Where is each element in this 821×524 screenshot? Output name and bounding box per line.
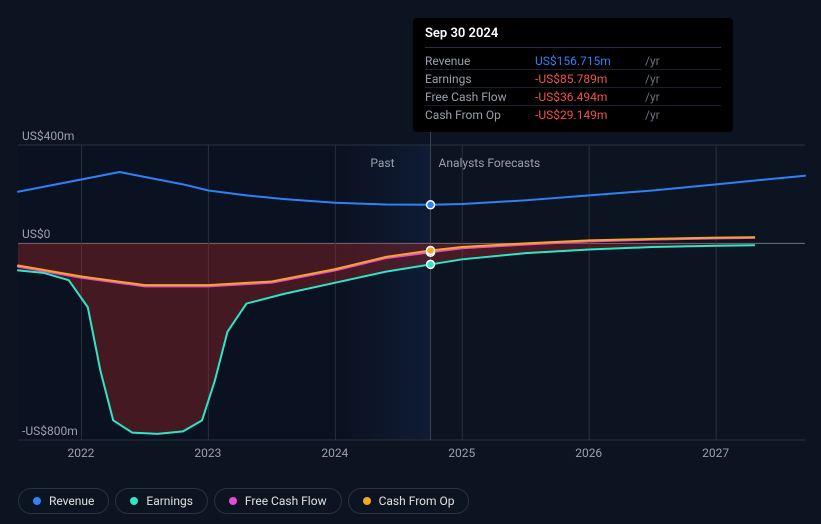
section-label-past: Past — [370, 156, 394, 170]
chart-legend: Revenue Earnings Free Cash Flow Cash Fro… — [18, 488, 469, 514]
legend-dot-icon — [229, 497, 237, 505]
tooltip-row-unit: /yr — [645, 72, 660, 86]
x-axis-label: 2023 — [194, 446, 221, 460]
tooltip-row: Cash From Op -US$29.149m /yr — [425, 106, 721, 124]
tooltip-row-value: US$156.715m — [535, 54, 645, 68]
legend-item-cfo[interactable]: Cash From Op — [348, 488, 470, 514]
tooltip-row-unit: /yr — [645, 54, 660, 68]
tooltip-row-unit: /yr — [645, 108, 660, 122]
tooltip-row: Free Cash Flow -US$36.494m /yr — [425, 88, 721, 106]
tooltip-row-label: Free Cash Flow — [425, 90, 535, 104]
y-axis-label: US$400m — [22, 129, 74, 143]
section-label-forecast: Analysts Forecasts — [439, 156, 541, 170]
legend-label: Free Cash Flow — [245, 494, 327, 508]
tooltip-row-value: -US$29.149m — [535, 108, 645, 122]
tooltip-row-value: -US$36.494m — [535, 90, 645, 104]
y-axis-label: -US$800m — [22, 424, 78, 438]
legend-item-revenue[interactable]: Revenue — [18, 488, 109, 514]
tooltip-row-label: Revenue — [425, 54, 535, 68]
y-axis-label: US$0 — [22, 227, 50, 241]
legend-item-earnings[interactable]: Earnings — [115, 488, 208, 514]
tooltip-row: Earnings -US$85.789m /yr — [425, 70, 721, 88]
tooltip-row-label: Cash From Op — [425, 108, 535, 122]
legend-item-fcf[interactable]: Free Cash Flow — [214, 488, 342, 514]
chart-tooltip: Sep 30 2024 Revenue US$156.715m /yr Earn… — [413, 18, 733, 132]
legend-label: Cash From Op — [379, 494, 455, 508]
x-axis-label: 2027 — [702, 446, 729, 460]
x-axis-label: 2026 — [575, 446, 602, 460]
legend-dot-icon — [33, 497, 41, 505]
x-axis-label: 2022 — [67, 446, 94, 460]
legend-label: Revenue — [49, 494, 94, 508]
tooltip-row-unit: /yr — [645, 90, 660, 104]
legend-dot-icon — [130, 497, 138, 505]
tooltip-row: Revenue US$156.715m /yr — [425, 52, 721, 70]
earnings-forecast-chart: US$400m US$0 -US$800m Past Analysts Fore… — [0, 0, 821, 524]
legend-dot-icon — [363, 497, 371, 505]
tooltip-date: Sep 30 2024 — [425, 26, 721, 48]
x-axis-label: 2024 — [321, 446, 348, 460]
legend-label: Earnings — [146, 494, 193, 508]
tooltip-row-label: Earnings — [425, 72, 535, 86]
tooltip-row-value: -US$85.789m — [535, 72, 645, 86]
x-axis-label: 2025 — [448, 446, 475, 460]
